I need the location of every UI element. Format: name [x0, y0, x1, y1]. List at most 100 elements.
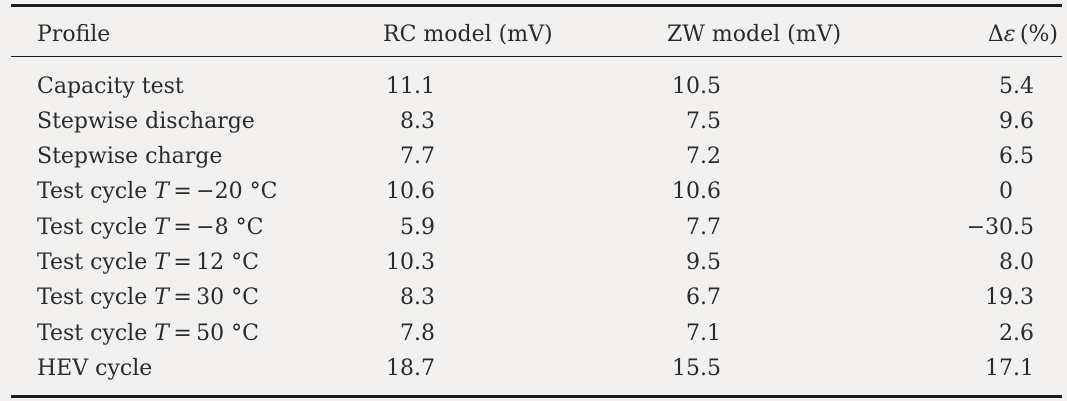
profile-prefix: Test cycle	[37, 285, 155, 311]
profile-prefix: HEV cycle	[37, 355, 153, 381]
rc-model-value: 8.3	[383, 109, 667, 134]
zw-model-value: 7.5	[667, 109, 963, 134]
value-fraction-part: .8	[414, 320, 435, 346]
rc-model-value: 7.8	[383, 321, 667, 346]
profile-prefix: Stepwise charge	[37, 144, 223, 170]
delta-epsilon-value: −30.5	[963, 215, 1062, 240]
value-integer-part: 6	[999, 144, 1013, 170]
value-integer-part: 5	[400, 214, 414, 240]
table-row: Capacity test 11.1 10.5 5.4	[11, 68, 1062, 103]
table-header-rule	[11, 55, 1062, 58]
value-integer-part: 10	[386, 179, 414, 205]
value-fraction-part: .5	[700, 355, 721, 381]
value-integer-part: 8	[400, 108, 414, 134]
zw-model-value: 7.1	[667, 321, 963, 346]
value-integer-part: 15	[672, 355, 700, 381]
profile-cell: Stepwise charge	[11, 144, 383, 169]
epsilon-symbol: ε	[1003, 21, 1016, 47]
value-integer-part: 10	[672, 73, 700, 99]
profile-prefix: Test cycle	[37, 179, 155, 205]
table-body: Capacity test 11.1 10.5 5.4 Stepwise dis…	[11, 57, 1062, 395]
rc-model-value: 8.3	[383, 285, 667, 310]
delta-epsilon-value: 0	[963, 179, 1062, 204]
value-fraction-part: .1	[1013, 355, 1034, 381]
value-fraction-part: .5	[700, 108, 721, 134]
profile-variable: T	[154, 285, 169, 311]
value-integer-part: 7	[686, 144, 700, 170]
table-row: Test cycle T = 30 °C 8.3 6.7 19.3	[11, 280, 1062, 315]
zw-model-value: 6.7	[667, 285, 963, 310]
zw-model-value: 10.6	[667, 179, 963, 204]
value-integer-part: 11	[386, 73, 414, 99]
value-fraction-part: .7	[414, 355, 435, 381]
profile-cell: Test cycle T = −20 °C	[11, 179, 383, 204]
value-integer-part: 19	[985, 285, 1013, 311]
zw-model-value: 10.5	[667, 74, 963, 99]
delta-epsilon-value: 8.0	[963, 250, 1062, 275]
zw-model-value: 7.7	[667, 215, 963, 240]
value-fraction-part: .9	[414, 214, 435, 240]
profile-variable: T	[154, 320, 169, 346]
value-integer-part: 8	[999, 250, 1013, 276]
rc-model-value: 18.7	[383, 356, 667, 381]
delta-epsilon-value: 6.5	[963, 144, 1062, 169]
profile-suffix: = 50 °C	[168, 320, 259, 346]
profile-suffix: = 30 °C	[168, 285, 259, 311]
value-integer-part: 6	[686, 285, 700, 311]
delta-epsilon-value: 9.6	[963, 109, 1062, 134]
delta-symbol: Δ	[987, 21, 1004, 47]
table-row: Test cycle T = 12 °C 10.3 9.5 8.0	[11, 245, 1062, 280]
value-fraction-part	[1013, 179, 1058, 204]
value-fraction-part: .3	[414, 108, 435, 134]
value-fraction-part: .5	[700, 73, 721, 99]
value-fraction-part: .5	[1013, 214, 1034, 240]
delta-epsilon-value: 17.1	[963, 356, 1062, 381]
value-fraction-part: .2	[700, 144, 721, 170]
value-integer-part: 18	[386, 355, 414, 381]
col-header-rc-model: RC model (mV)	[383, 21, 553, 47]
profile-cell: Test cycle T = 50 °C	[11, 321, 383, 346]
value-integer-part: 9	[999, 108, 1013, 134]
table-top-rule	[11, 4, 1062, 7]
value-fraction-part: .7	[700, 285, 721, 311]
zw-model-value: 9.5	[667, 250, 963, 275]
value-integer-part: 9	[686, 250, 700, 276]
value-fraction-part: .7	[414, 144, 435, 170]
profile-variable: T	[154, 250, 169, 276]
profile-variable: T	[154, 179, 169, 205]
value-integer-part: 7	[686, 214, 700, 240]
delta-epsilon-value: 19.3	[963, 285, 1062, 310]
value-fraction-part: .0	[1013, 250, 1034, 276]
value-fraction-part: .6	[414, 179, 435, 205]
profile-prefix: Test cycle	[37, 250, 155, 276]
zw-model-value: 7.2	[667, 144, 963, 169]
value-fraction-part: .6	[1013, 108, 1034, 134]
profile-prefix: Capacity test	[37, 73, 184, 99]
value-fraction-part: .3	[414, 285, 435, 311]
table-row: Test cycle T = −8 °C 5.9 7.7 −30.5	[11, 210, 1062, 245]
value-integer-part: 7	[400, 320, 414, 346]
value-fraction-part: .3	[414, 250, 435, 276]
table-row: Test cycle T = 50 °C 7.8 7.1 2.6	[11, 315, 1062, 350]
value-integer-part: 10	[672, 179, 700, 205]
rc-model-value: 10.6	[383, 179, 667, 204]
profile-prefix: Test cycle	[37, 320, 155, 346]
rc-model-value: 7.7	[383, 144, 667, 169]
value-fraction-part: .1	[700, 320, 721, 346]
table-row: Stepwise charge 7.7 7.2 6.5	[11, 139, 1062, 174]
value-fraction-part: .5	[700, 250, 721, 276]
value-fraction-part: .1	[414, 73, 435, 99]
rc-model-value: 5.9	[383, 215, 667, 240]
profile-cell: Stepwise discharge	[11, 109, 383, 134]
value-fraction-part: .3	[1013, 285, 1034, 311]
value-fraction-part: .6	[700, 179, 721, 205]
table-bottom-rule	[11, 395, 1062, 398]
table-row: HEV cycle 18.7 15.5 17.1	[11, 351, 1062, 386]
value-fraction-part: .4	[1013, 73, 1034, 99]
profile-suffix: = 12 °C	[168, 250, 259, 276]
profile-cell: Test cycle T = 30 °C	[11, 285, 383, 310]
